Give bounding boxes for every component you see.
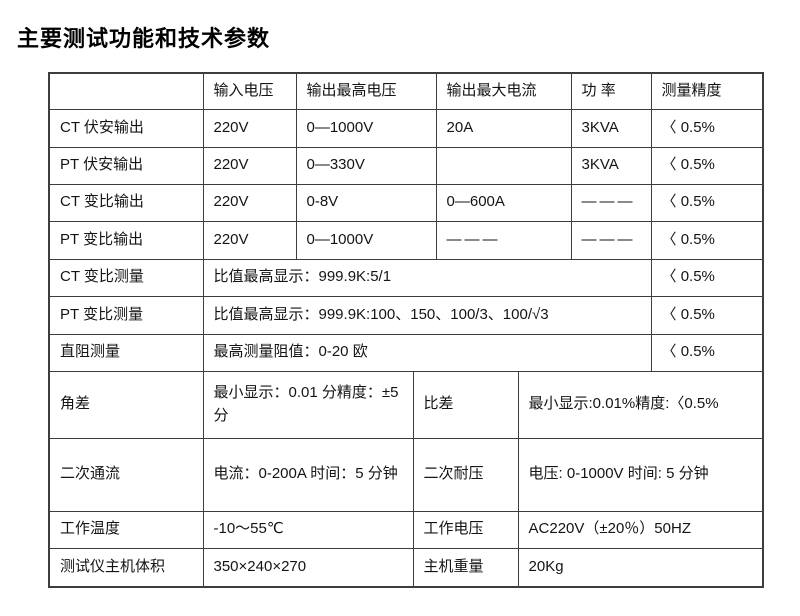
- cell-pair-label2: 主机重量: [412, 547, 519, 588]
- cell-max-voltage: 0—1000V: [295, 108, 437, 148]
- cell-input-voltage: 220V: [202, 146, 297, 185]
- cell-pair-value2: 最小显示:0.01%精度:〈0.5%: [517, 370, 764, 439]
- cell-pair-value1: 350×240×270: [202, 547, 414, 588]
- row-label: 角差: [48, 370, 204, 439]
- cell-max-voltage: 0—1000V: [295, 220, 437, 260]
- row-label: 测试仪主机体积: [48, 547, 204, 588]
- cell-pair-value1: 最小显示：0.01 分精度：±5 分: [202, 370, 414, 439]
- cell-power: ———: [570, 183, 652, 222]
- cell-pair-label2: 比差: [412, 370, 519, 439]
- cell-accuracy: 〈 0.5%: [650, 220, 764, 260]
- row-label: PT 伏安输出: [48, 146, 204, 185]
- row-label: 直阻测量: [48, 333, 204, 372]
- row-label: PT 变比测量: [48, 295, 204, 335]
- row-label: PT 变比输出: [48, 220, 204, 260]
- table-row: 角差 最小显示：0.01 分精度：±5 分 比差 最小显示:0.01%精度:〈0…: [48, 370, 764, 439]
- cell-pair-value2: 电压: 0-1000V 时间: 5 分钟: [517, 437, 764, 512]
- table-row: 直阻测量 最高测量阻值：0-20 欧 〈 0.5%: [48, 333, 764, 372]
- cell-power: 3KVA: [570, 146, 652, 185]
- cell-accuracy: 〈 0.5%: [650, 108, 764, 148]
- table-row: CT 变比输出 220V 0-8V 0—600A ——— 〈 0.5%: [48, 183, 764, 222]
- row-label: 工作温度: [48, 510, 204, 549]
- cell-measure-value: 比值最高显示：999.9K:5/1: [202, 258, 652, 297]
- table-row: 工作温度 -10～55℃ 工作电压 AC220V（±20％）50HZ: [48, 510, 764, 549]
- cell-max-current: ———: [435, 220, 572, 260]
- cell-accuracy: 〈 0.5%: [650, 183, 764, 222]
- cell-pair-value1: 电流：0-200A 时间：5 分钟: [202, 437, 414, 512]
- table-row: PT 伏安输出 220V 0—330V 3KVA 〈 0.5%: [48, 146, 764, 185]
- header-input-voltage: 输入电压: [202, 72, 297, 110]
- cell-accuracy: 〈 0.5%: [650, 333, 764, 372]
- cell-max-voltage: 0-8V: [295, 183, 437, 222]
- cell-pair-label2: 二次耐压: [412, 437, 519, 512]
- row-label: CT 伏安输出: [48, 108, 204, 148]
- cell-pair-value2: AC220V（±20％）50HZ: [517, 510, 764, 549]
- cell-power: ———: [570, 220, 652, 260]
- table-row: 二次通流 电流：0-200A 时间：5 分钟 二次耐压 电压: 0-1000V …: [48, 437, 764, 512]
- cell-max-voltage: 0—330V: [295, 146, 437, 185]
- page-title: 主要测试功能和技术参数: [17, 26, 271, 51]
- header-empty-cell: [48, 72, 204, 110]
- cell-measure-value: 最高测量阻值：0-20 欧: [202, 333, 652, 372]
- cell-max-current: 20A: [435, 108, 572, 148]
- cell-pair-value1: -10～55℃: [202, 510, 414, 549]
- cell-input-voltage: 220V: [202, 108, 297, 148]
- header-max-voltage: 输出最高电压: [295, 72, 437, 110]
- cell-input-voltage: 220V: [202, 183, 297, 222]
- cell-measure-value: 比值最高显示：999.9K:100、150、100/3、100/√3: [202, 295, 652, 335]
- cell-pair-value2: 20Kg: [517, 547, 764, 588]
- header-accuracy: 测量精度: [650, 72, 764, 110]
- table-row: PT 变比测量 比值最高显示：999.9K:100、150、100/3、100/…: [48, 295, 764, 335]
- header-row: 输入电压 输出最高电压 输出最大电流 功 率 测量精度: [48, 72, 764, 110]
- header-power: 功 率: [570, 72, 652, 110]
- row-label: 二次通流: [48, 437, 204, 512]
- cell-power: 3KVA: [570, 108, 652, 148]
- header-max-current: 输出最大电流: [435, 72, 572, 110]
- cell-input-voltage: 220V: [202, 220, 297, 260]
- cell-pair-label2: 工作电压: [412, 510, 519, 549]
- table-row: PT 变比输出 220V 0—1000V ——— ——— 〈 0.5%: [48, 220, 764, 260]
- cell-max-current: [435, 146, 572, 185]
- table-row: CT 伏安输出 220V 0—1000V 20A 3KVA 〈 0.5%: [48, 108, 764, 148]
- spec-table: 输入电压 输出最高电压 输出最大电流 功 率 测量精度 CT 伏安输出 220V…: [48, 72, 765, 588]
- cell-max-current: 0—600A: [435, 183, 572, 222]
- table-row: 测试仪主机体积 350×240×270 主机重量 20Kg: [48, 547, 764, 588]
- row-label: CT 变比测量: [48, 258, 204, 297]
- cell-accuracy: 〈 0.5%: [650, 258, 764, 297]
- cell-accuracy: 〈 0.5%: [650, 146, 764, 185]
- table-row: CT 变比测量 比值最高显示：999.9K:5/1 〈 0.5%: [48, 258, 764, 297]
- cell-accuracy: 〈 0.5%: [650, 295, 764, 335]
- row-label: CT 变比输出: [48, 183, 204, 222]
